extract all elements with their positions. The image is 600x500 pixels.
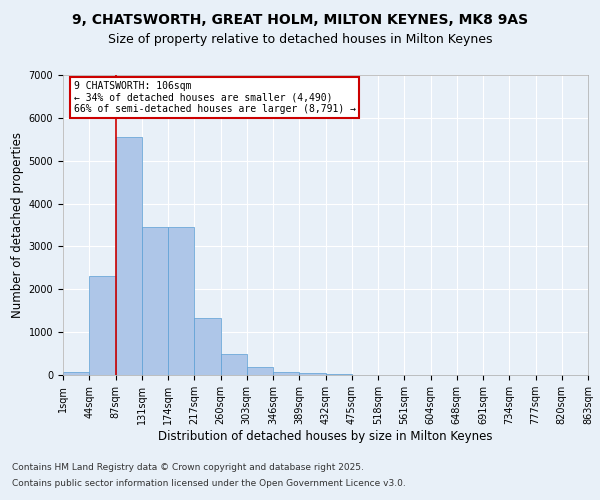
Bar [273, 372, 299, 375]
Text: Size of property relative to detached houses in Milton Keynes: Size of property relative to detached ho… [108, 32, 492, 46]
Bar [247, 367, 273, 375]
Bar [299, 373, 325, 375]
Bar [89, 276, 115, 375]
Bar [115, 137, 142, 375]
X-axis label: Distribution of detached houses by size in Milton Keynes: Distribution of detached houses by size … [158, 430, 493, 443]
Bar [194, 318, 221, 375]
Text: 9 CHATSWORTH: 106sqm
← 34% of detached houses are smaller (4,490)
66% of semi-de: 9 CHATSWORTH: 106sqm ← 34% of detached h… [74, 81, 355, 114]
Text: Contains HM Land Registry data © Crown copyright and database right 2025.: Contains HM Land Registry data © Crown c… [12, 464, 364, 472]
Bar [63, 372, 89, 375]
Bar [142, 227, 168, 375]
Bar [221, 354, 247, 375]
Bar [168, 227, 194, 375]
Text: Contains public sector information licensed under the Open Government Licence v3: Contains public sector information licen… [12, 478, 406, 488]
Y-axis label: Number of detached properties: Number of detached properties [11, 132, 25, 318]
Bar [325, 374, 352, 375]
Text: 9, CHATSWORTH, GREAT HOLM, MILTON KEYNES, MK8 9AS: 9, CHATSWORTH, GREAT HOLM, MILTON KEYNES… [72, 12, 528, 26]
